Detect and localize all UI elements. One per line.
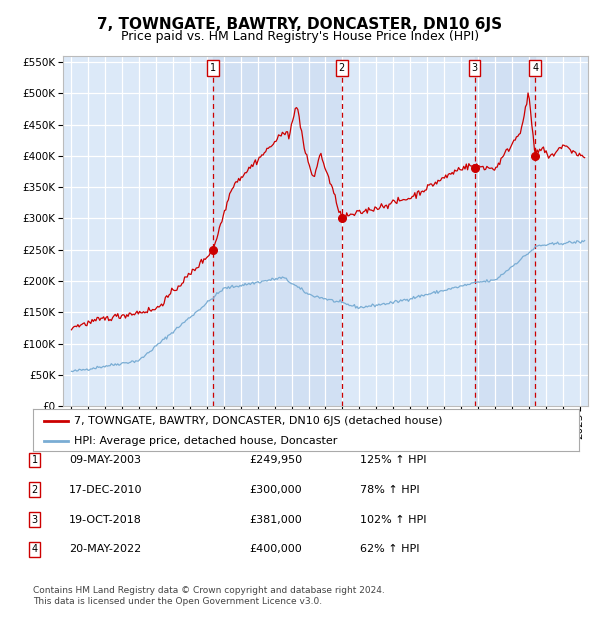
- Bar: [213, 56, 342, 406]
- Text: HPI: Average price, detached house, Doncaster: HPI: Average price, detached house, Donc…: [74, 436, 337, 446]
- Text: 3: 3: [472, 63, 478, 73]
- Text: Contains HM Land Registry data © Crown copyright and database right 2024.: Contains HM Land Registry data © Crown c…: [33, 586, 385, 595]
- Text: 3: 3: [32, 515, 38, 525]
- Text: 78% ↑ HPI: 78% ↑ HPI: [360, 485, 419, 495]
- Text: 7, TOWNGATE, BAWTRY, DONCASTER, DN10 6JS (detached house): 7, TOWNGATE, BAWTRY, DONCASTER, DN10 6JS…: [74, 415, 442, 425]
- Bar: [475, 56, 535, 406]
- Text: 7, TOWNGATE, BAWTRY, DONCASTER, DN10 6JS: 7, TOWNGATE, BAWTRY, DONCASTER, DN10 6JS: [97, 17, 503, 32]
- Text: 125% ↑ HPI: 125% ↑ HPI: [360, 455, 427, 465]
- Text: 62% ↑ HPI: 62% ↑ HPI: [360, 544, 419, 554]
- Text: 4: 4: [32, 544, 38, 554]
- Text: 17-DEC-2010: 17-DEC-2010: [69, 485, 143, 495]
- Text: 19-OCT-2018: 19-OCT-2018: [69, 515, 142, 525]
- Text: 1: 1: [32, 455, 38, 465]
- Text: 2: 2: [338, 63, 345, 73]
- Text: Price paid vs. HM Land Registry's House Price Index (HPI): Price paid vs. HM Land Registry's House …: [121, 30, 479, 43]
- Text: £300,000: £300,000: [249, 485, 302, 495]
- Text: 102% ↑ HPI: 102% ↑ HPI: [360, 515, 427, 525]
- Text: £400,000: £400,000: [249, 544, 302, 554]
- Text: £381,000: £381,000: [249, 515, 302, 525]
- Text: 2: 2: [32, 485, 38, 495]
- Text: 1: 1: [210, 63, 216, 73]
- Text: 09-MAY-2003: 09-MAY-2003: [69, 455, 141, 465]
- Text: 4: 4: [532, 63, 538, 73]
- Text: 20-MAY-2022: 20-MAY-2022: [69, 544, 141, 554]
- Text: This data is licensed under the Open Government Licence v3.0.: This data is licensed under the Open Gov…: [33, 597, 322, 606]
- Text: £249,950: £249,950: [249, 455, 302, 465]
